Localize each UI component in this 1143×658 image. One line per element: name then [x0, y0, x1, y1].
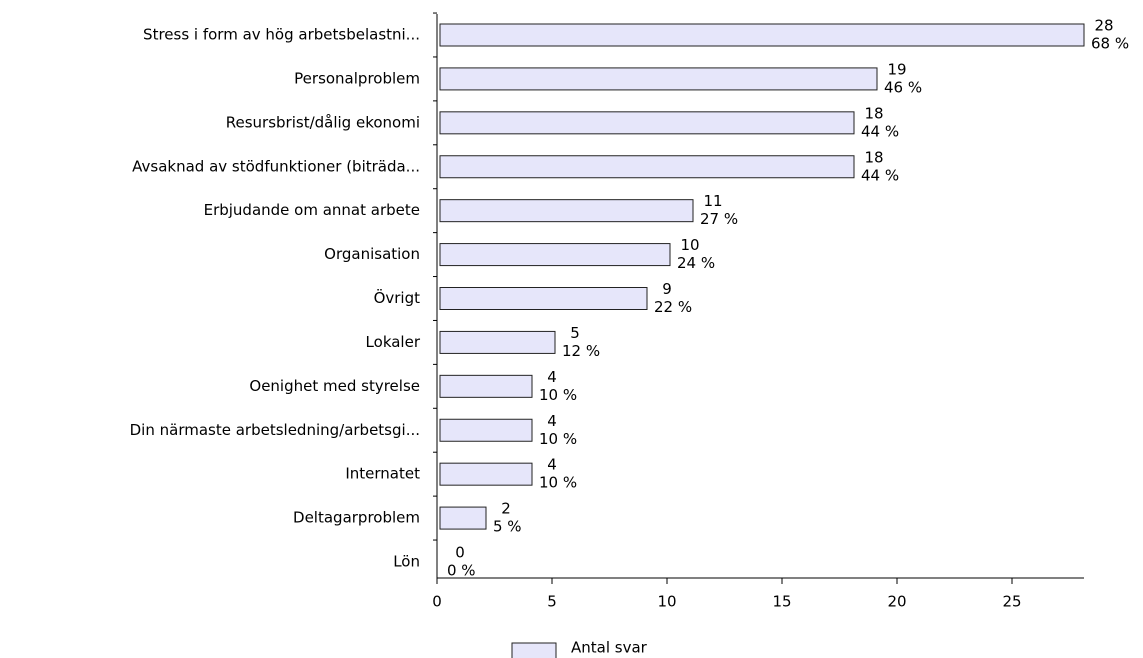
- y-tick-label: Resursbrist/dålig ekonomi: [226, 113, 420, 131]
- y-tick-label: Oenighet med styrelse: [249, 377, 420, 395]
- percent-label: 68 %: [1091, 35, 1129, 53]
- percent-label: 46 %: [884, 78, 922, 96]
- value-label: 19: [887, 60, 906, 78]
- percent-label: 12 %: [562, 342, 600, 360]
- x-tick-label: 15: [772, 593, 791, 611]
- y-tick-label: Erbjudande om annat arbete: [204, 201, 420, 219]
- bar: [439, 506, 487, 530]
- percent-label: 22 %: [654, 298, 692, 316]
- bar: [439, 23, 1085, 47]
- bar: [439, 243, 671, 267]
- percent-label: 44 %: [861, 122, 899, 140]
- legend-label: Antal svar: [571, 639, 648, 657]
- x-tick-label: 5: [547, 593, 557, 611]
- value-label: 28: [1094, 17, 1113, 35]
- y-tick-label: Internatet: [345, 465, 420, 483]
- y-tick-label: Stress i form av hög arbetsbelastni...: [143, 26, 420, 44]
- value-label: 4: [547, 412, 557, 430]
- percent-label: 44 %: [861, 166, 899, 184]
- percent-label: 10 %: [539, 386, 577, 404]
- y-tick-label: Deltagarproblem: [293, 509, 420, 527]
- value-label: 9: [662, 280, 672, 298]
- y-tick-label: Avsaknad av stödfunktioner (biträda...: [132, 157, 420, 175]
- value-label: 18: [864, 148, 883, 166]
- percent-label: 0 %: [447, 562, 476, 580]
- x-tick-label: 10: [657, 593, 676, 611]
- y-tick-label: Din närmaste arbetsledning/arbetsgi...: [130, 421, 420, 439]
- x-tick-label: 0: [432, 593, 442, 611]
- bar: [439, 418, 533, 442]
- percent-label: 27 %: [700, 210, 738, 228]
- value-label: 0: [455, 544, 465, 562]
- bar: [439, 374, 533, 398]
- y-tick-label: Lön: [393, 553, 420, 571]
- bar: [439, 330, 556, 354]
- y-tick-label: Övrigt: [374, 288, 421, 307]
- x-tick-label: 25: [1002, 593, 1021, 611]
- bar: [439, 199, 694, 223]
- value-label: 4: [547, 368, 557, 386]
- x-tick-label: 20: [887, 593, 906, 611]
- percent-label: 10 %: [539, 430, 577, 448]
- value-label: 2: [501, 500, 511, 518]
- bar: [439, 67, 878, 91]
- value-label: 10: [680, 236, 699, 254]
- y-tick-label: Organisation: [324, 245, 420, 263]
- percent-label: 5 %: [493, 518, 522, 536]
- value-label: 18: [864, 104, 883, 122]
- bar: [439, 287, 648, 310]
- value-label: 11: [703, 192, 722, 210]
- bar: [439, 111, 855, 135]
- value-label: 5: [570, 324, 580, 342]
- percent-label: 10 %: [539, 474, 577, 492]
- legend-swatch: [511, 642, 557, 658]
- bar: [439, 462, 533, 486]
- bar: [439, 155, 855, 179]
- value-label: 4: [547, 456, 557, 474]
- percent-label: 24 %: [677, 254, 715, 272]
- y-tick-label: Lokaler: [366, 333, 421, 351]
- y-tick-label: Personalproblem: [294, 69, 420, 87]
